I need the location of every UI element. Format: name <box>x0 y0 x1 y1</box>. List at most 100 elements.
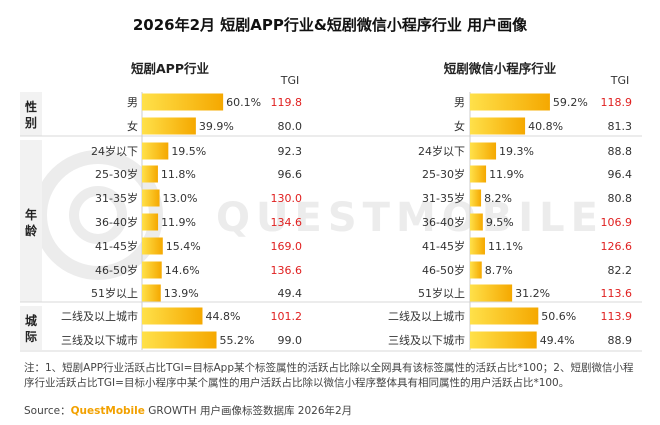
bar <box>470 165 487 183</box>
source-suffix: GROWTH 用户画像标签数据库 2026年2月 <box>148 405 353 417</box>
bar-value-label: 11.9% <box>161 216 196 229</box>
bar <box>142 213 159 231</box>
tgi-value: 80.0 <box>278 120 303 133</box>
bar <box>470 117 526 135</box>
tgi-value: 106.9 <box>601 216 633 229</box>
bar-value-label: 59.2% <box>553 96 588 109</box>
tgi-value: 119.8 <box>271 96 303 109</box>
bar <box>142 165 158 183</box>
source-brand: QuestMobile <box>70 405 145 417</box>
tgi-value: 88.9 <box>608 334 633 347</box>
tgi-value: 96.4 <box>608 168 633 181</box>
bar <box>142 237 163 255</box>
bar-value-label: 60.1% <box>226 96 261 109</box>
bar <box>470 142 497 160</box>
tgi-value: 134.6 <box>271 216 303 229</box>
bar <box>470 189 482 207</box>
category-label: 二线及以上城市 <box>388 309 465 323</box>
category-label: 51岁以上 <box>418 286 465 300</box>
category-label: 女 <box>454 119 465 133</box>
bar <box>470 261 482 279</box>
bar-value-label: 8.7% <box>485 264 513 277</box>
bar <box>142 189 160 207</box>
bar-value-label: 39.9% <box>199 120 234 133</box>
bar-value-label: 44.8% <box>205 310 240 323</box>
category-label: 51岁以上 <box>91 286 138 300</box>
bar-value-label: 11.9% <box>489 168 524 181</box>
bar-value-label: 19.3% <box>499 145 534 158</box>
section-label: 龄 <box>25 223 38 238</box>
tgi-value: 113.9 <box>601 310 633 323</box>
category-label: 31-35岁 <box>422 191 465 205</box>
watermark-logo-core <box>69 186 127 244</box>
source-line: Source：QuestMobile GROWTH 用户画像标签数据库 2026… <box>24 403 352 418</box>
tgi-value: 49.4 <box>278 287 303 300</box>
tgi-header: TGI <box>280 74 300 87</box>
category-label: 25-30岁 <box>95 167 138 181</box>
bar <box>142 261 162 279</box>
bar <box>142 307 203 325</box>
section-band <box>20 140 42 302</box>
section-label: 城 <box>25 313 37 328</box>
bar <box>470 331 537 349</box>
category-label: 女 <box>127 119 138 133</box>
watermark-text: QUESTMOBILE <box>216 195 604 241</box>
section-label: 年 <box>25 207 37 222</box>
bar-value-label: 14.6% <box>165 264 200 277</box>
tgi-value: 81.3 <box>608 120 633 133</box>
tgi-value: 126.6 <box>601 240 633 253</box>
bar <box>470 237 485 255</box>
bar-value-label: 13.0% <box>163 192 198 205</box>
category-label: 男 <box>454 96 465 109</box>
bar <box>470 284 513 302</box>
bar <box>142 117 196 135</box>
bar-value-label: 40.8% <box>528 120 563 133</box>
section-band <box>20 92 42 136</box>
tgi-value: 101.2 <box>271 310 303 323</box>
panel-title: 短剧微信小程序行业 <box>444 61 557 76</box>
category-label: 三线及以下城市 <box>388 333 465 347</box>
bar <box>142 331 217 349</box>
footnote: 注：1、短剧APP行业活跃占比TGI=目标App某个标签属性的活跃占比除以全网具… <box>24 362 634 389</box>
tgi-value: 96.6 <box>278 168 303 181</box>
section-label: 别 <box>24 116 37 130</box>
bar-value-label: 31.2% <box>515 287 550 300</box>
category-label: 二线及以上城市 <box>61 309 138 323</box>
bar <box>142 284 161 302</box>
tgi-value: 82.2 <box>608 264 633 277</box>
bar-value-label: 50.6% <box>541 310 576 323</box>
category-label: 46-50岁 <box>422 263 465 277</box>
bar <box>142 142 169 160</box>
bar-value-label: 49.4% <box>540 334 575 347</box>
category-label: 24岁以下 <box>91 144 138 158</box>
bar-value-label: 9.5% <box>486 216 514 229</box>
tgi-header: TGI <box>610 74 630 87</box>
tgi-value: 136.6 <box>271 264 303 277</box>
category-label: 24岁以下 <box>418 144 465 158</box>
bar-value-label: 8.2% <box>484 192 512 205</box>
chart-title: 2026年2月 短剧APP行业&短剧微信小程序行业 用户画像 <box>132 16 528 34</box>
category-label: 36-40岁 <box>422 215 465 229</box>
bar-value-label: 15.4% <box>166 240 201 253</box>
bar <box>470 93 550 111</box>
bar <box>470 307 539 325</box>
tgi-value: 88.8 <box>608 145 633 158</box>
bar-value-label: 11.1% <box>488 240 523 253</box>
category-label: 46-50岁 <box>95 263 138 277</box>
tgi-value: 99.0 <box>278 334 303 347</box>
tgi-value: 80.8 <box>608 192 633 205</box>
bar <box>142 93 224 111</box>
category-label: 36-40岁 <box>95 215 138 229</box>
category-label: 男 <box>127 96 138 109</box>
tgi-value: 92.3 <box>278 145 303 158</box>
section-band <box>20 306 42 350</box>
category-label: 25-30岁 <box>422 167 465 181</box>
tgi-value: 169.0 <box>271 240 303 253</box>
bar-value-label: 55.2% <box>220 334 255 347</box>
section-label: 际 <box>25 330 37 344</box>
bar-value-label: 11.8% <box>161 168 196 181</box>
panel-title: 短剧APP行业 <box>131 61 209 76</box>
tgi-value: 118.9 <box>601 96 633 109</box>
